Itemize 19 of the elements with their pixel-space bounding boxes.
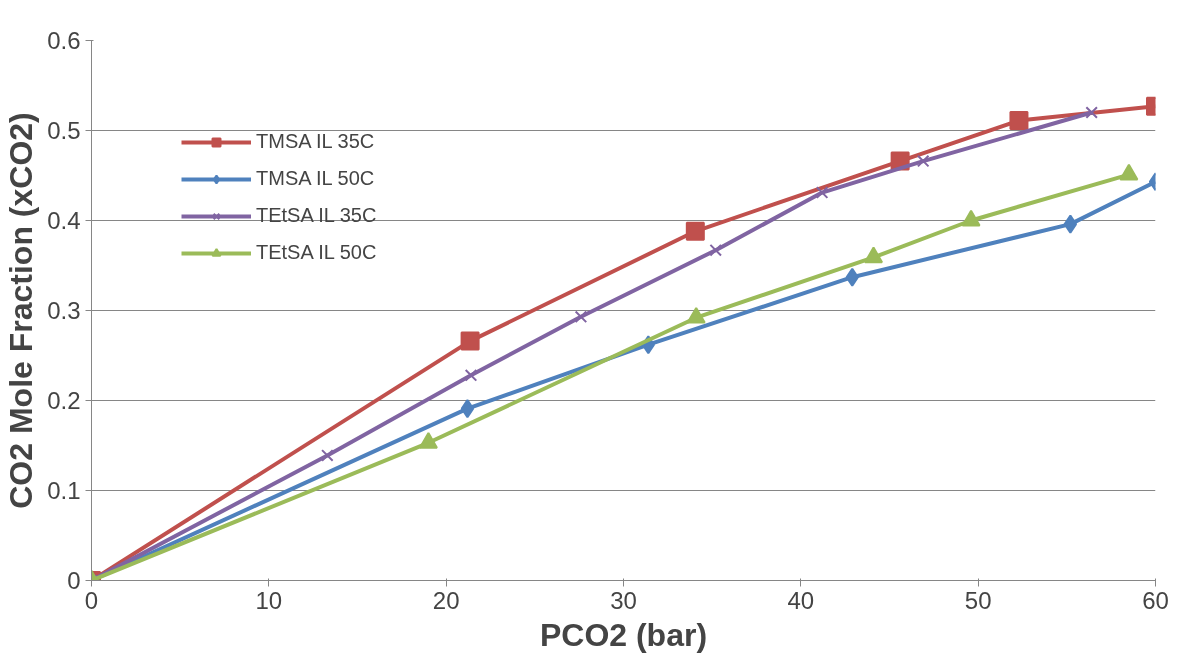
x-tick-label: 10 (255, 586, 283, 614)
x-tick-label: 30 (610, 586, 637, 614)
legend-label: TMSA IL 35C (256, 130, 375, 153)
x-tick-label: 0 (84, 586, 99, 614)
x-tick-label: 50 (964, 586, 992, 614)
y-tick-label: 0.6 (47, 27, 81, 54)
y-tick-label: 0.3 (47, 297, 81, 324)
y-tick-label: 0.2 (47, 387, 81, 414)
x-tick-label: 60 (1142, 586, 1169, 614)
y-axis-title: CO2 Mole Fraction (xCO2) (3, 112, 40, 509)
x-tick-label: 40 (787, 586, 815, 614)
x-tick-label: 20 (432, 586, 460, 614)
y-tick-label: 0 (67, 567, 81, 594)
legend-label: TMSA IL 50C (256, 167, 375, 190)
y-tick-label: 0.4 (47, 207, 81, 234)
x-axis-title: PCO2 (bar) (539, 616, 708, 653)
y-tick-label: 0.5 (47, 117, 81, 144)
y-tick-label: 0.1 (47, 477, 81, 504)
legend-label: TEtSA IL 50C (256, 241, 377, 264)
